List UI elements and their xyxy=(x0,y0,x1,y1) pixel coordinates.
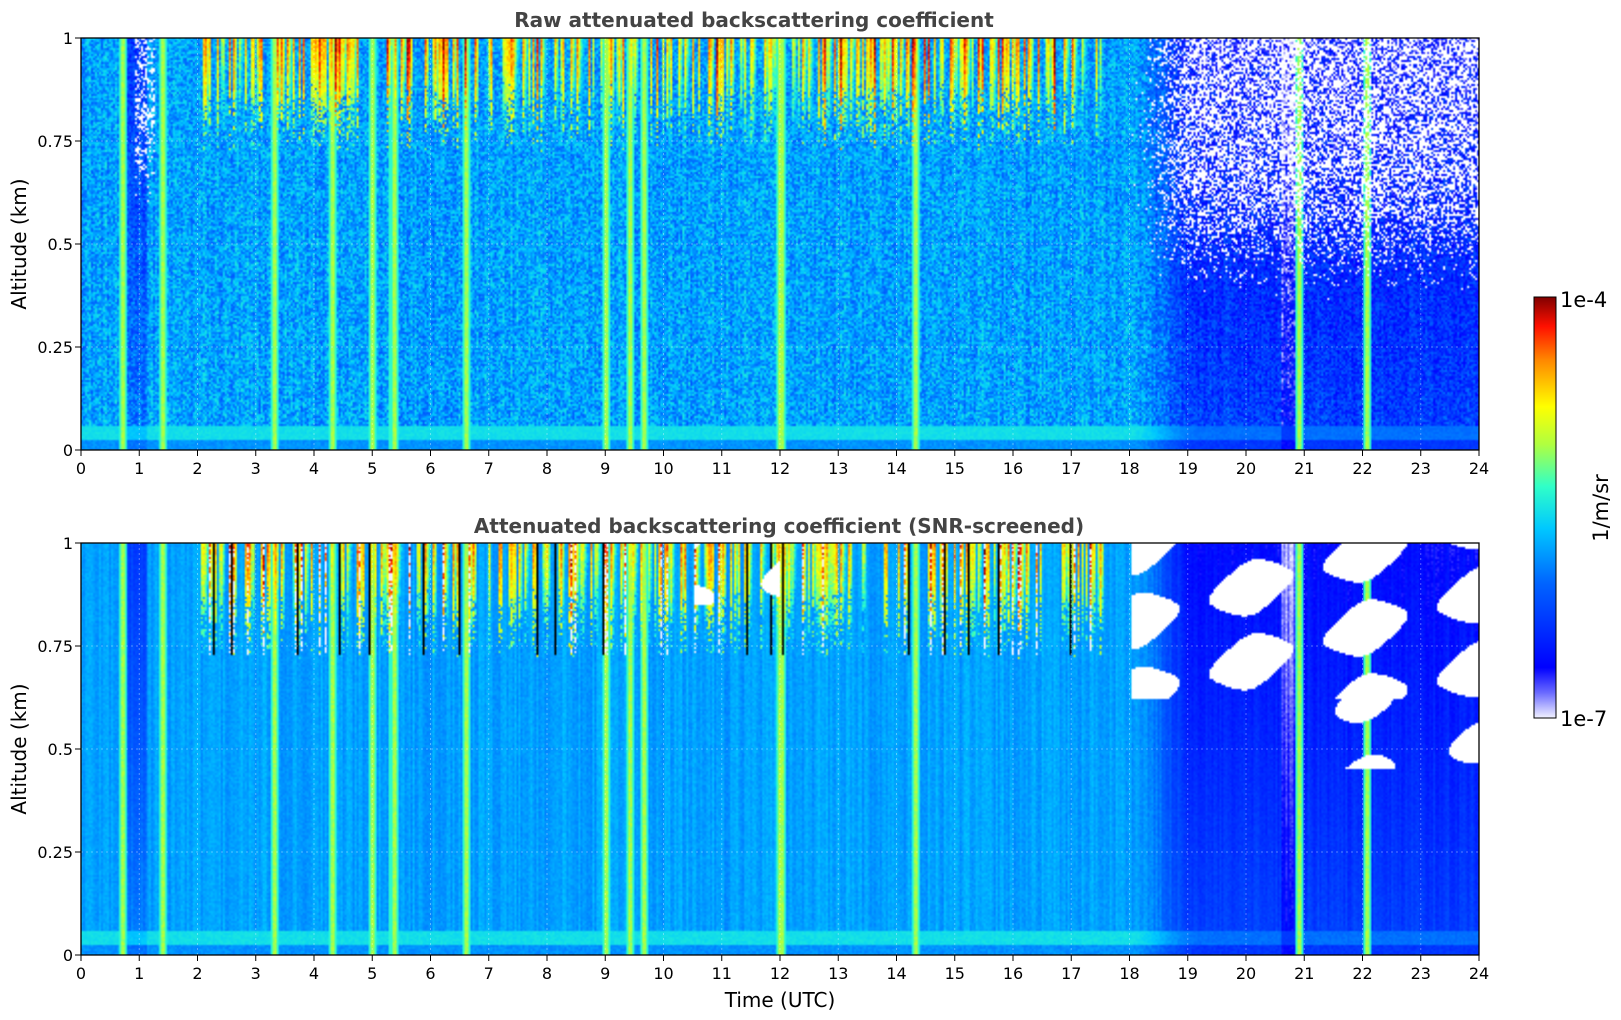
x-tick-label: 20 xyxy=(1236,964,1256,983)
colorbar-unit-label: 1/m/sr xyxy=(1589,474,1613,542)
heatmap-raw xyxy=(81,38,1479,450)
x-tick-label: 15 xyxy=(945,964,965,983)
x-tick-label: 20 xyxy=(1236,459,1256,478)
y-tick-label: 1 xyxy=(63,534,73,553)
y-tick-label: 0 xyxy=(63,441,73,460)
grid-screened xyxy=(81,543,1479,955)
x-tick-label: 2 xyxy=(192,459,202,478)
y-tick-label: 0.75 xyxy=(37,132,73,151)
x-tick-label: 7 xyxy=(484,964,494,983)
x-tick-label: 19 xyxy=(1178,964,1198,983)
colorbar-bar xyxy=(1533,296,1557,719)
y-axis-label-screened: Altitude (km) xyxy=(7,683,31,814)
x-tick-label: 11 xyxy=(712,964,732,983)
x-tick-label: 11 xyxy=(712,459,732,478)
x-tick-label: 9 xyxy=(600,459,610,478)
x-ticks-raw: 0 1 2 3 4 5 6 7 8 9 10 11 12 13 14 15 16 17 18 19 20 21 22 23 24 xyxy=(76,450,1489,478)
x-tick-label: 18 xyxy=(1119,964,1139,983)
x-tick-label: 2 xyxy=(192,964,202,983)
x-tick-label: 4 xyxy=(309,964,319,983)
y-tick-label: 0.75 xyxy=(37,637,73,656)
x-tick-label: 13 xyxy=(828,964,848,983)
panel-screened: Attenuated backscattering coefficient (S… xyxy=(7,514,1489,1012)
x-tick-label: 22 xyxy=(1352,964,1372,983)
y-axis-label-raw: Altitude (km) xyxy=(7,178,31,309)
grid-raw xyxy=(81,38,1479,450)
x-tick-label: 21 xyxy=(1294,964,1314,983)
x-tick-label: 1 xyxy=(134,964,144,983)
colorbar: 1e-4 1e-7 1/m/sr xyxy=(1533,288,1613,731)
x-tick-label: 7 xyxy=(484,459,494,478)
y-tick-label: 0.25 xyxy=(37,843,73,862)
x-tick-label: 19 xyxy=(1178,459,1198,478)
x-tick-label: 3 xyxy=(251,459,261,478)
x-tick-label: 6 xyxy=(425,964,435,983)
y-ticks-screened: 0 0.25 0.5 0.75 1 xyxy=(37,534,81,965)
x-tick-label: 0 xyxy=(76,964,86,983)
x-tick-label: 15 xyxy=(945,459,965,478)
x-tick-label: 24 xyxy=(1469,459,1489,478)
x-tick-label: 24 xyxy=(1469,964,1489,983)
x-tick-label: 0 xyxy=(76,459,86,478)
x-tick-label: 13 xyxy=(828,459,848,478)
x-tick-label: 10 xyxy=(653,459,673,478)
x-tick-label: 18 xyxy=(1119,459,1139,478)
x-tick-label: 8 xyxy=(542,459,552,478)
y-tick-label: 0.5 xyxy=(48,235,73,254)
x-tick-label: 21 xyxy=(1294,459,1314,478)
x-tick-label: 8 xyxy=(542,964,552,983)
panel-raw: Raw attenuated backscattering coefficien… xyxy=(7,8,1489,478)
x-ticks-screened: 0 1 2 3 4 5 6 7 8 9 10 11 12 13 14 15 16 17 18 19 20 21 22 23 24 xyxy=(76,955,1489,983)
x-tick-label: 23 xyxy=(1411,964,1431,983)
x-tick-label: 22 xyxy=(1352,459,1372,478)
y-ticks-raw: 0 0.25 0.5 0.75 1 xyxy=(37,29,81,460)
panel-title-raw: Raw attenuated backscattering coefficien… xyxy=(514,8,994,32)
heatmap-screened xyxy=(81,543,1479,955)
x-tick-label: 17 xyxy=(1061,964,1081,983)
x-tick-label: 12 xyxy=(770,964,790,983)
colorbar-min-label: 1e-7 xyxy=(1560,707,1607,731)
x-tick-label: 5 xyxy=(367,964,377,983)
x-tick-label: 16 xyxy=(1003,459,1023,478)
panel-title-screened: Attenuated backscattering coefficient (S… xyxy=(474,514,1084,538)
x-tick-label: 14 xyxy=(886,459,906,478)
x-tick-label: 10 xyxy=(653,964,673,983)
y-tick-label: 0.25 xyxy=(37,338,73,357)
y-tick-label: 0 xyxy=(63,946,73,965)
y-tick-label: 1 xyxy=(63,29,73,48)
x-tick-label: 17 xyxy=(1061,459,1081,478)
x-axis-label: Time (UTC) xyxy=(724,988,836,1012)
y-tick-label: 0.5 xyxy=(48,740,73,759)
x-tick-label: 6 xyxy=(425,459,435,478)
x-tick-label: 12 xyxy=(770,459,790,478)
x-tick-label: 3 xyxy=(251,964,261,983)
x-tick-label: 1 xyxy=(134,459,144,478)
x-tick-label: 16 xyxy=(1003,964,1023,983)
x-tick-label: 9 xyxy=(600,964,610,983)
x-tick-label: 4 xyxy=(309,459,319,478)
x-tick-label: 14 xyxy=(886,964,906,983)
x-tick-label: 23 xyxy=(1411,459,1431,478)
x-tick-label: 5 xyxy=(367,459,377,478)
colorbar-max-label: 1e-4 xyxy=(1560,288,1607,312)
